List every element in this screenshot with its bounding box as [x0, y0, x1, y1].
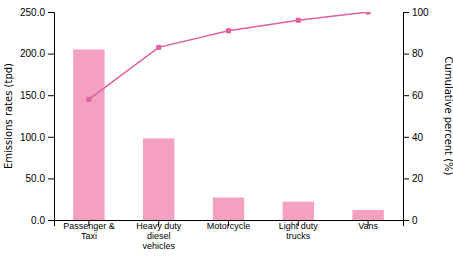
y2-axis-title: Cumulative percent (%): [443, 56, 453, 175]
bar: [73, 49, 104, 220]
tick-mark: [403, 178, 409, 179]
tick: Passenger &Taxi: [63, 220, 115, 241]
tick-label: 20: [412, 173, 424, 184]
bar: [352, 210, 383, 220]
tick-mark: [48, 95, 54, 96]
y2-axis: 0 20 40 60 80 100: [403, 7, 429, 226]
tick-label-line: Light duty: [279, 221, 319, 231]
tick-label: 50.0: [26, 173, 46, 184]
tick-label-line: diesel: [147, 231, 171, 241]
tick: 100: [403, 7, 429, 18]
line-series: [86, 12, 370, 102]
bar: [143, 138, 174, 220]
axis-line: [404, 13, 410, 221]
y-axis: 0.0 50.0 100.0 150.0 200.0 250.0: [20, 7, 55, 226]
tick-label: 60: [412, 90, 424, 101]
tick-mark: [48, 178, 54, 179]
tick-label: Light dutytrucks: [279, 221, 319, 241]
tick-mark: [403, 12, 409, 13]
tick-label: 100: [412, 7, 429, 18]
tick-label: 100.0: [20, 132, 45, 143]
bar-series: [73, 49, 384, 220]
tick-label: Passenger &Taxi: [63, 221, 115, 241]
tick-label: Motorcycle: [207, 221, 251, 231]
tick-label-line: trucks: [286, 231, 311, 241]
tick: 50.0: [26, 173, 54, 184]
tick-label: 0: [412, 215, 418, 226]
tick-label-line: vehicles: [142, 241, 175, 251]
plot-area: 0.0 50.0 100.0 150.0 200.0 250.0 0 20 40 60 80 100 P…: [20, 7, 429, 251]
tick: Vans: [358, 220, 378, 231]
tick-mark: [403, 137, 409, 138]
tick-mark: [48, 220, 54, 221]
tick: 80: [403, 48, 424, 59]
marks: [73, 12, 384, 220]
tick: 40: [403, 132, 424, 143]
tick: 100.0: [20, 132, 54, 143]
bar: [213, 198, 244, 220]
tick-label: Heavy dutydieselvehicles: [136, 221, 182, 251]
tick-label: 40: [412, 132, 424, 143]
marker: [366, 12, 371, 15]
tick-label-line: Passenger &: [63, 221, 115, 231]
tick: 60: [403, 90, 424, 101]
tick-label-line: Heavy duty: [136, 221, 182, 231]
tick-mark: [48, 54, 54, 55]
tick-label: 150.0: [20, 90, 45, 101]
tick-label-line: Vans: [358, 221, 378, 231]
line: [89, 12, 368, 99]
tick: 200.0: [20, 48, 54, 59]
tick-mark: [403, 54, 409, 55]
tick: Heavy dutydieselvehicles: [136, 220, 182, 251]
tick-label-line: Motorcycle: [207, 221, 251, 231]
marker: [156, 45, 161, 50]
tick: 0.0: [31, 215, 54, 226]
marker: [296, 18, 301, 23]
marker: [226, 28, 231, 33]
marker: [86, 97, 91, 102]
tick-label-line: Taxi: [81, 231, 97, 241]
tick: 20: [403, 173, 424, 184]
tick-label: Vans: [358, 221, 378, 231]
tick-mark: [403, 95, 409, 96]
tick-label: 0.0: [31, 215, 45, 226]
tick-label: 80: [412, 48, 424, 59]
tick: Light dutytrucks: [279, 220, 319, 241]
x-axis: Passenger &Taxi Heavy dutydieselvehicles M…: [55, 220, 404, 251]
chart: 0.0 50.0 100.0 150.0 200.0 250.0 0 20 40 60 80 100 P…: [0, 0, 453, 266]
axis-line: [48, 13, 55, 221]
tick: Motorcycle: [207, 220, 251, 231]
tick-label: 200.0: [20, 48, 45, 59]
tick-label: 250.0: [20, 7, 45, 18]
tick: 0: [403, 215, 418, 226]
tick: 250.0: [20, 7, 54, 18]
tick: 150.0: [20, 90, 54, 101]
tick-mark: [48, 137, 54, 138]
bar: [283, 202, 314, 220]
tick-mark: [48, 12, 54, 13]
y-axis-title: Emissions rates (tpd): [3, 63, 14, 169]
